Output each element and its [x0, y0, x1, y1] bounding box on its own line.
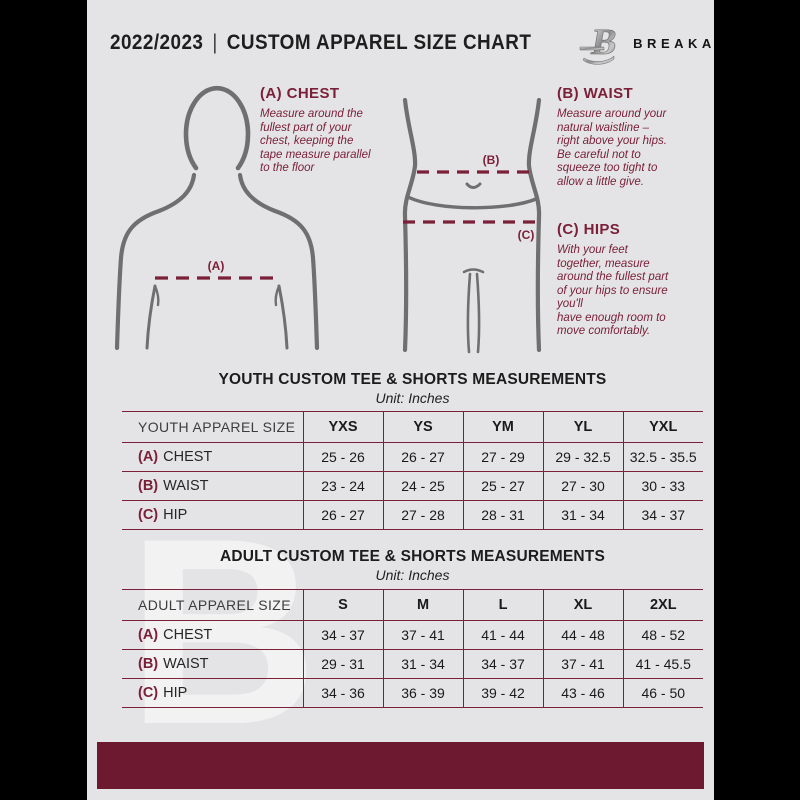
title-separator: |	[212, 31, 218, 54]
cell-value: 31 - 34	[382, 649, 463, 679]
cell-value: 44 - 48	[542, 620, 623, 650]
hips-marker-label: (C)	[518, 228, 535, 242]
size-col-ys: YS	[382, 411, 463, 443]
size-col-ym: YM	[462, 411, 543, 443]
table-row-waist: (B) WAIST 23 - 24 24 - 25 25 - 27 27 - 30…	[122, 471, 703, 501]
youth-section-title: YOUTH CUSTOM TEE & SHORTS MEASUREMENTS	[218, 371, 607, 388]
adult-section-unit: Unit: Inches	[375, 567, 450, 583]
waist-marker-label: (B)	[483, 153, 500, 167]
table-header-row: ADULT APPAREL SIZE S M L XL 2XL	[122, 589, 703, 621]
cell-value: 34 - 37	[462, 649, 543, 679]
cell-value: 37 - 41	[542, 649, 623, 679]
chest-heading: (A) CHEST	[260, 85, 340, 102]
table-header-row: YOUTH APPAREL SIZE YXS YS YM YL YXL	[122, 411, 703, 443]
figure-head	[183, 85, 251, 171]
document-header: 2022/2023 | CUSTOM APPAREL SIZE CHART B	[110, 20, 714, 66]
torso-chest-diagram: (A)	[114, 85, 320, 351]
footer-bar	[97, 742, 704, 789]
cell-value: 46 - 50	[622, 678, 703, 708]
waist-instructions: Measure around your natural waistline – …	[557, 108, 667, 188]
cell-value: 36 - 39	[382, 678, 463, 708]
cell-value: 34 - 37	[302, 620, 383, 650]
adult-section-title: ADULT CUSTOM TEE & SHORTS MEASUREMENTS	[219, 548, 606, 565]
row-prefix: (B)	[138, 656, 159, 672]
cell-value: 34 - 37	[622, 500, 703, 530]
breakaway-logo-icon: B	[579, 22, 621, 65]
row-prefix: (C)	[138, 507, 159, 523]
hips-heading: (C) HIPS	[557, 221, 621, 238]
cell-value: 27 - 30	[542, 471, 623, 501]
title-text: CUSTOM APPAREL SIZE CHART	[226, 31, 532, 54]
row-prefix: (C)	[138, 685, 159, 701]
cell-value: 34 - 36	[302, 678, 383, 708]
youth-size-label: YOUTH APPAREL SIZE	[122, 411, 303, 443]
cell-value: 41 - 45.5	[622, 649, 703, 679]
row-label: WAIST	[163, 656, 209, 672]
size-col-yl: YL	[542, 411, 623, 443]
cell-value: 48 - 52	[622, 620, 703, 650]
hips-instructions: With your feet together, measure around …	[557, 244, 669, 337]
row-label: HIP	[163, 685, 188, 701]
figure-hip-curve	[406, 195, 538, 210]
size-col-2xl: 2XL	[622, 589, 703, 621]
cell-value: 26 - 27	[302, 500, 383, 530]
row-label: CHEST	[163, 449, 213, 465]
cell-value: 29 - 32.5	[542, 442, 623, 472]
chest-marker-label: (A)	[208, 259, 225, 273]
cell-value: 26 - 27	[382, 442, 463, 472]
row-prefix: (A)	[138, 627, 159, 643]
title-year: 2022/2023	[110, 31, 204, 54]
size-col-l: L	[462, 589, 543, 621]
size-col-s: S	[302, 589, 383, 621]
cell-value: 27 - 28	[382, 500, 463, 530]
row-label: HIP	[163, 507, 188, 523]
table-row-hip: (C) HIP 26 - 27 27 - 28 28 - 31 31 - 34 3…	[122, 500, 703, 530]
adult-size-table: ADULT APPAREL SIZE S M L XL 2XL (A) CHEST…	[122, 589, 703, 708]
size-col-xl: XL	[542, 589, 623, 621]
waist-heading: (B) WAIST	[557, 85, 634, 102]
row-label: CHEST	[163, 627, 213, 643]
cell-value: 41 - 44	[462, 620, 543, 650]
row-prefix: (B)	[138, 478, 159, 494]
brand-wordmark: BREAKAWAY	[633, 35, 714, 51]
size-col-yxl: YXL	[622, 411, 703, 443]
youth-size-table: YOUTH APPAREL SIZE YXS YS YM YL YXL (A) C…	[122, 411, 703, 530]
cell-value: 37 - 41	[382, 620, 463, 650]
cell-value: 30 - 33	[622, 471, 703, 501]
table-row-chest: (A) CHEST 34 - 37 37 - 41 41 - 44 44 - 48…	[122, 620, 703, 650]
cell-value: 31 - 34	[542, 500, 623, 530]
adult-size-label: ADULT APPAREL SIZE	[122, 589, 303, 621]
page-title: 2022/2023 | CUSTOM APPAREL SIZE CHART	[110, 31, 531, 55]
chest-instructions: Measure around the fullest part of your …	[260, 108, 371, 174]
cell-value: 32.5 - 35.5	[622, 442, 703, 472]
cell-value: 24 - 25	[382, 471, 463, 501]
brand-block: B BREAKAWAY	[578, 20, 714, 66]
size-col-yxs: YXS	[302, 411, 383, 443]
youth-section-unit: Unit: Inches	[375, 390, 450, 406]
document-page: B 2022/2023 | CUSTOM APPAREL SIZE CHART	[87, 0, 714, 800]
cell-value: 23 - 24	[302, 471, 383, 501]
svg-text:B: B	[589, 22, 621, 63]
table-row-chest: (A) CHEST 25 - 26 26 - 27 27 - 29 29 - 32…	[122, 442, 703, 472]
torso-hips-diagram: (B) (C)	[402, 98, 543, 354]
size-col-m: M	[382, 589, 463, 621]
table-row-waist: (B) WAIST 29 - 31 31 - 34 34 - 37 37 - 41…	[122, 649, 703, 679]
cell-value: 25 - 27	[462, 471, 543, 501]
cell-value: 25 - 26	[302, 442, 383, 472]
cell-value: 39 - 42	[462, 678, 543, 708]
figure-navel	[465, 182, 482, 189]
cell-value: 43 - 46	[542, 678, 623, 708]
cell-value: 27 - 29	[462, 442, 543, 472]
table-row-hip: (C) HIP 34 - 36 36 - 39 39 - 42 43 - 46 4…	[122, 678, 703, 708]
cell-value: 28 - 31	[462, 500, 543, 530]
row-prefix: (A)	[138, 449, 159, 465]
cell-value: 29 - 31	[302, 649, 383, 679]
row-label: WAIST	[163, 478, 209, 494]
